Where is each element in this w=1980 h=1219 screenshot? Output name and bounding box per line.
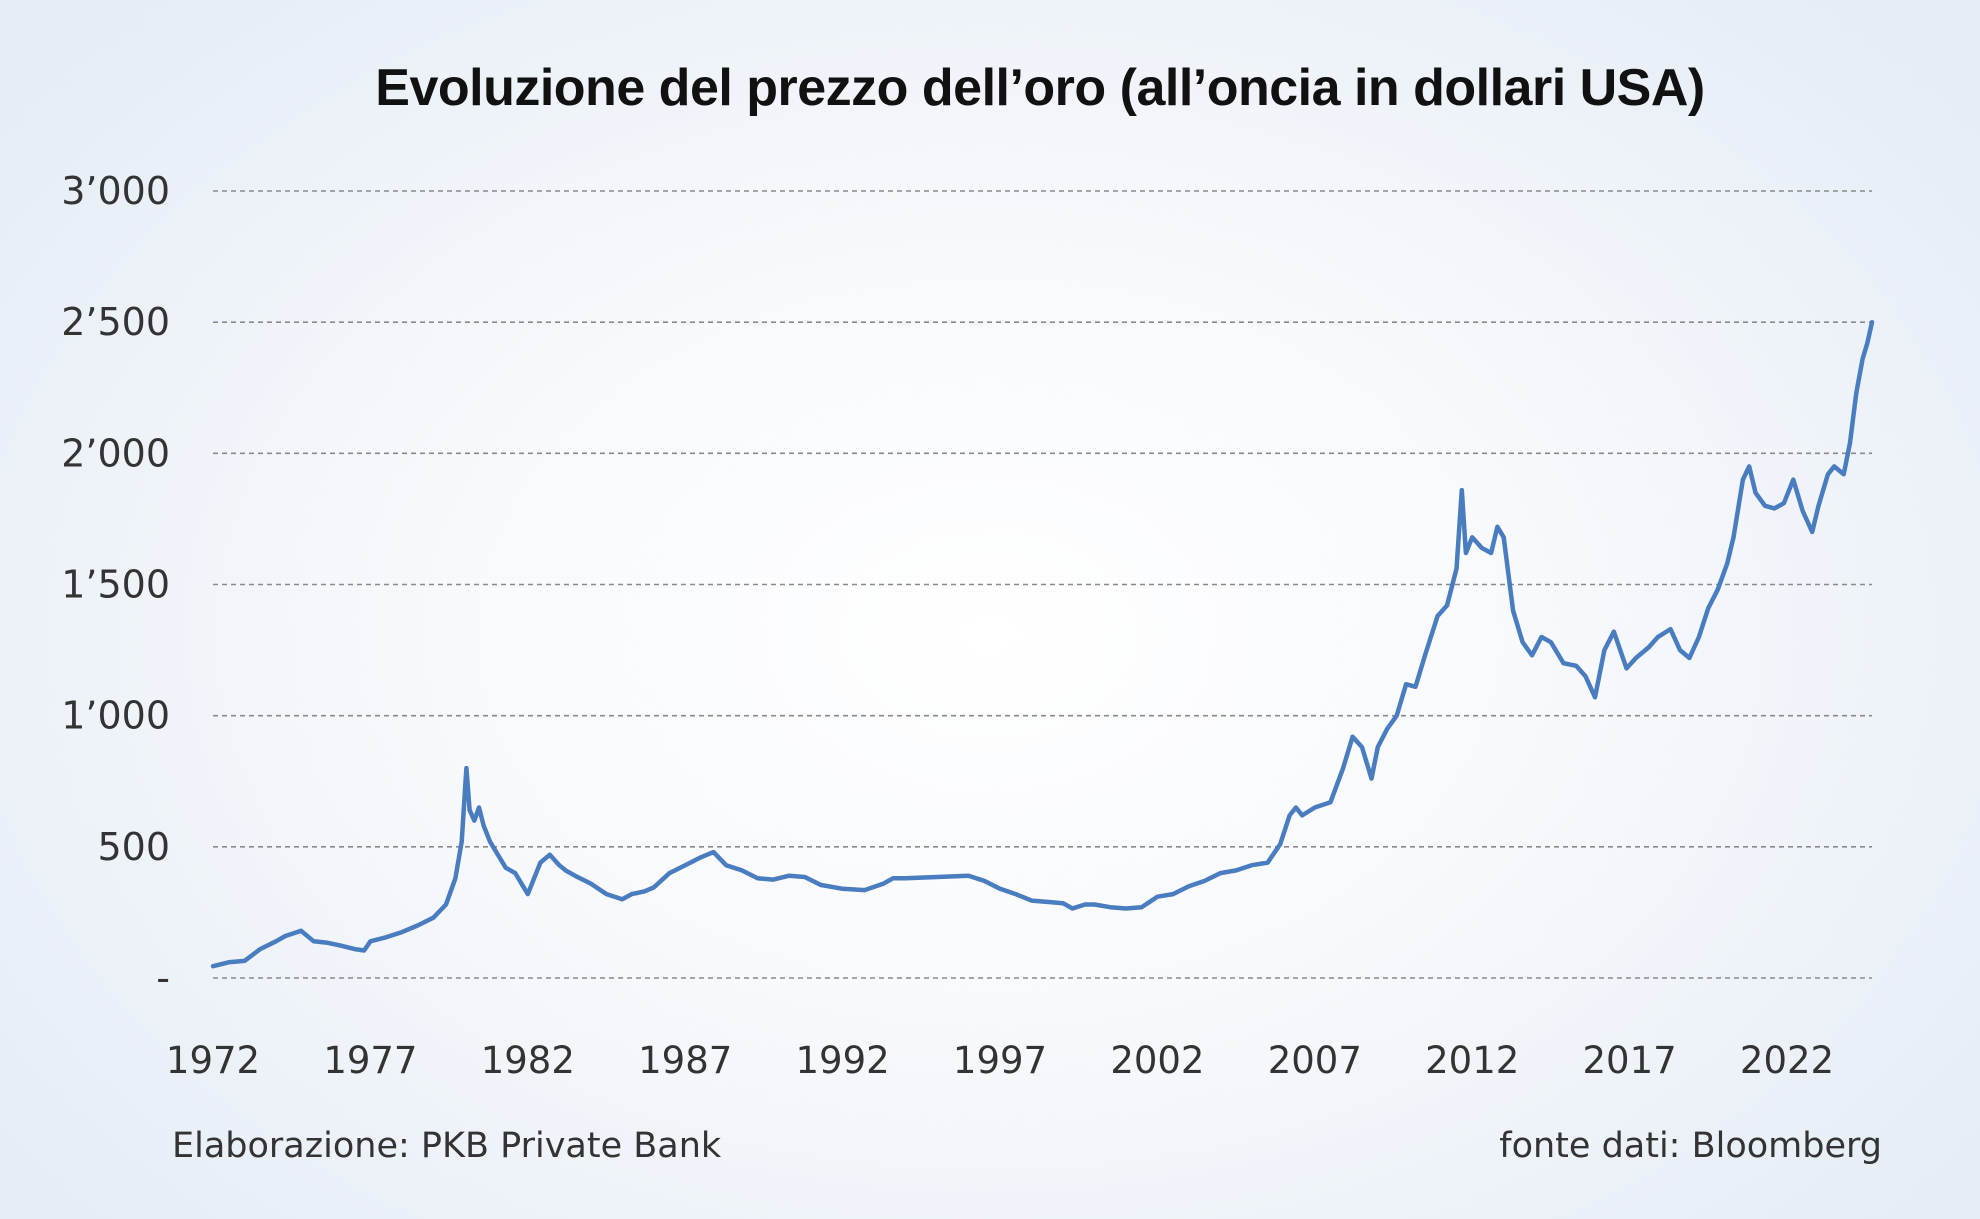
y-axis-tick-labels: - 500 1’000 1’500 2’000 2’500 3’000	[61, 169, 170, 1000]
x-tick-label: 2022	[1740, 1039, 1834, 1082]
chart-title: Evoluzione del prezzo dell’oro (all’onci…	[375, 59, 1705, 117]
y-tick-label: -	[156, 956, 170, 1000]
x-axis-tick-labels: 1972 1977 1982 1987 1992 1997 2002 2007 2012 2017…	[166, 1039, 1834, 1082]
y-tick-label: 3’000	[61, 169, 170, 213]
y-tick-label: 500	[97, 825, 170, 869]
x-tick-label: 1977	[323, 1039, 417, 1082]
x-tick-label: 2007	[1268, 1039, 1362, 1082]
footer-source: fonte dati: Bloomberg	[1499, 1126, 1882, 1166]
x-tick-label: 2002	[1110, 1039, 1204, 1082]
y-tick-label: 2’000	[61, 431, 170, 475]
x-tick-label: 2017	[1583, 1039, 1677, 1082]
series-layer	[210, 319, 1875, 969]
x-tick-label: 1997	[953, 1039, 1047, 1082]
footer-credit: Elaborazione: PKB Private Bank	[172, 1126, 722, 1166]
y-tick-label: 2’500	[61, 300, 170, 344]
x-tick-label: 1987	[638, 1039, 732, 1082]
y-tick-label: 1’000	[61, 694, 170, 738]
series-line-gold-price	[210, 319, 1875, 969]
x-tick-label: 2012	[1425, 1039, 1519, 1082]
x-tick-label: 1982	[481, 1039, 575, 1082]
x-tick-label: 1972	[166, 1039, 260, 1082]
y-tick-label: 1’500	[61, 563, 170, 607]
x-tick-label: 1992	[796, 1039, 890, 1082]
gridlines	[213, 190, 1872, 979]
